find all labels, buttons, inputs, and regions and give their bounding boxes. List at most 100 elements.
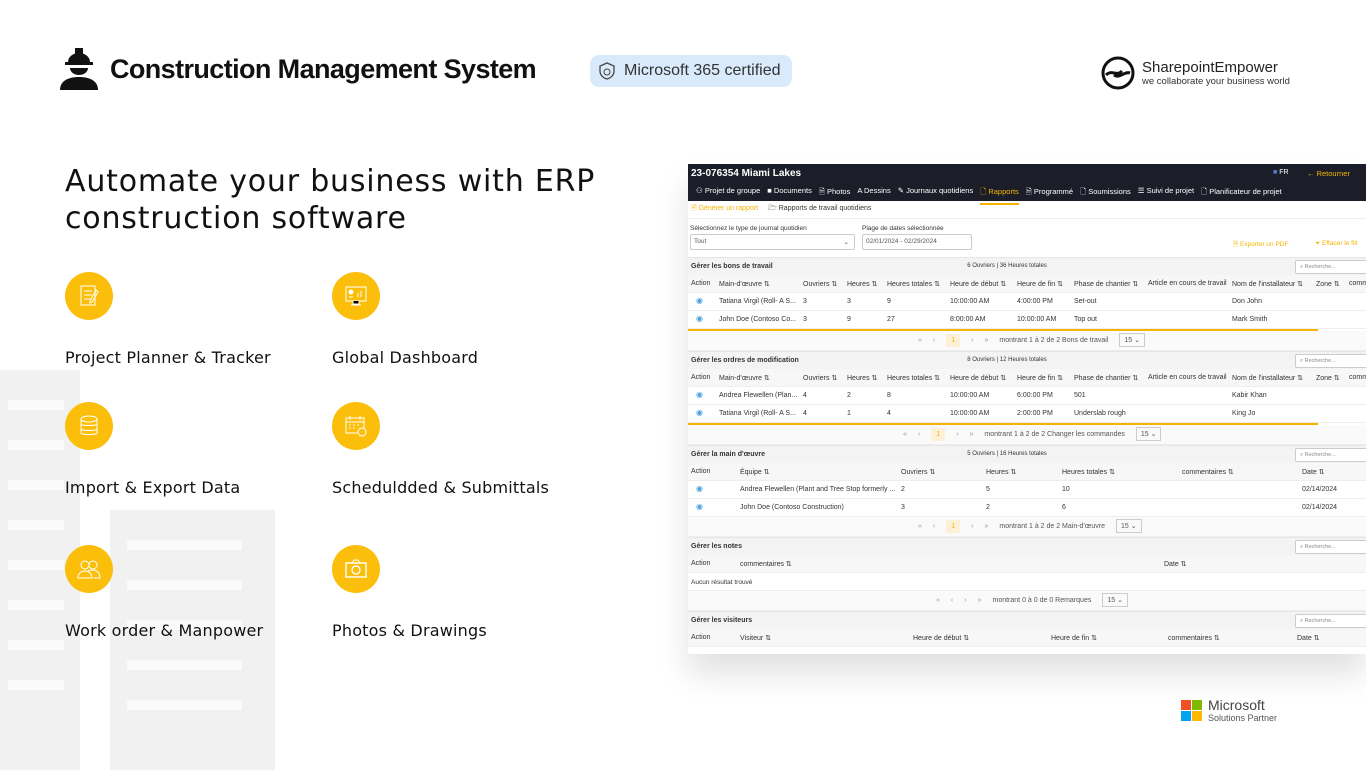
view-eye-icon[interactable]: ◉ [696, 296, 703, 305]
view-eye-icon[interactable]: ◉ [696, 390, 703, 399]
page-size-select[interactable]: 15 ⌄ [1119, 333, 1145, 347]
prev-page-button[interactable]: ‹ [950, 596, 954, 604]
export-pdf-button[interactable]: 🗎 Exporter un PDF [1233, 241, 1289, 248]
column-header[interactable]: Phase de chantier ⇅ [1074, 375, 1139, 382]
view-eye-icon[interactable]: ◉ [696, 314, 703, 323]
column-header[interactable]: Heure de fin ⇅ [1051, 635, 1097, 642]
column-header[interactable]: comm [1349, 280, 1366, 287]
nav-tab[interactable]: 🗎 Photos [819, 186, 850, 205]
column-header[interactable]: Article en cours de travail [1148, 280, 1227, 287]
column-header[interactable]: Date ⇅ [1302, 469, 1325, 476]
nav-tab[interactable]: ■ Documents [767, 186, 812, 205]
logo-name: SharepointEmpower [1142, 59, 1278, 76]
last-page-button[interactable]: » [977, 596, 982, 604]
tab-generate-report[interactable]: 🗎 Générer un rapport [691, 205, 759, 212]
nav-tab[interactable]: A Dessins [857, 186, 890, 205]
back-button[interactable]: ← Retourner [1307, 169, 1350, 178]
last-page-button[interactable]: » [984, 336, 989, 344]
date-range-input[interactable]: 02/01/2024 - 02/29/2024 [862, 234, 972, 250]
nav-tab[interactable]: ☰ Suivi de projet [1138, 186, 1194, 205]
column-header[interactable]: commentaires ⇅ [1168, 635, 1220, 642]
column-header[interactable]: Action [691, 280, 711, 287]
column-header[interactable]: Action [691, 468, 711, 475]
first-page-button[interactable]: « [903, 430, 907, 438]
column-header[interactable]: Zone ⇅ [1316, 375, 1340, 382]
column-header[interactable]: Article en cours de travail [1148, 374, 1227, 381]
next-page-button[interactable]: › [956, 430, 959, 438]
search-input[interactable]: ⌕ Recherche... [1295, 614, 1366, 628]
section-summary: 6 Ouvriers | 36 Heures totales [967, 263, 1047, 269]
column-header[interactable]: Heures totales ⇅ [887, 375, 940, 382]
column-header[interactable]: Nom de l'installateur ⇅ [1232, 281, 1304, 288]
first-page-button[interactable]: « [918, 522, 922, 530]
page-size-select[interactable]: 15 ⌄ [1102, 593, 1128, 607]
search-input[interactable]: ⌕ Recherche... [1295, 260, 1366, 274]
table-cell: Tatiana Virgil (Roll- A S... [719, 298, 796, 305]
column-header[interactable]: Ouvriers ⇅ [901, 469, 936, 476]
column-header[interactable]: commentaires ⇅ [1182, 469, 1234, 476]
first-page-button[interactable]: « [936, 596, 940, 604]
search-input[interactable]: ⌕ Recherche... [1295, 448, 1366, 462]
column-header[interactable]: Heure de fin ⇅ [1017, 281, 1063, 288]
column-header[interactable]: Heures ⇅ [847, 281, 878, 288]
table-row: ◉ Tatiana Virgil (Roll- A S... 4 1 4 10:00:00… [688, 405, 1366, 423]
prev-page-button[interactable]: ‹ [917, 430, 921, 438]
next-page-button[interactable]: › [971, 336, 974, 344]
prev-page-button[interactable]: ‹ [932, 336, 936, 344]
first-page-button[interactable]: « [918, 336, 922, 344]
next-page-button[interactable]: › [964, 596, 967, 604]
column-header[interactable]: Main-d'œuvre ⇅ [719, 281, 770, 288]
nav-tab[interactable]: 🗋 Soumissions [1080, 186, 1131, 205]
column-header[interactable]: Heures totales ⇅ [1062, 469, 1115, 476]
column-header[interactable]: Main-d'œuvre ⇅ [719, 375, 770, 382]
last-page-button[interactable]: » [984, 522, 989, 530]
tab-daily-reports[interactable]: 🗁 Rapports de travail quotidiens [768, 205, 872, 212]
page-size-select[interactable]: 15 ⌄ [1116, 519, 1142, 533]
column-header[interactable]: Heure de fin ⇅ [1017, 375, 1063, 382]
last-page-button[interactable]: » [969, 430, 974, 438]
view-eye-icon[interactable]: ◉ [696, 408, 703, 417]
page-number-button[interactable]: 1 [946, 519, 961, 533]
column-header[interactable]: comm [1349, 374, 1366, 381]
nav-tab[interactable]: ✎ Journaux quotidiens [898, 186, 974, 205]
horizontal-scrollbar[interactable] [688, 329, 1318, 331]
nav-tab[interactable]: 🗋 Planificateur de projet [1201, 186, 1282, 205]
page-size-select[interactable]: 15 ⌄ [1135, 427, 1162, 441]
column-header[interactable]: Heures totales ⇅ [887, 281, 940, 288]
column-header[interactable]: Heure de début ⇅ [950, 375, 1007, 382]
column-header[interactable]: Action [691, 560, 711, 567]
page-number-button[interactable]: 1 [931, 427, 946, 441]
prev-page-button[interactable]: ‹ [932, 522, 936, 530]
journal-type-select[interactable]: Tout ⌄ [690, 234, 855, 250]
feature-label: Photos & Drawings [332, 621, 487, 640]
column-header[interactable]: Nom de l'installateur ⇅ [1232, 375, 1304, 382]
column-header[interactable]: commentaires ⇅ [740, 561, 792, 568]
column-header[interactable]: Heure de début ⇅ [950, 281, 1007, 288]
column-header[interactable]: Date ⇅ [1297, 635, 1320, 642]
horizontal-scrollbar[interactable] [688, 423, 1318, 425]
language-selector[interactable]: ■ FR [1273, 169, 1289, 176]
search-input[interactable]: ⌕ Recherche... [1295, 354, 1366, 368]
nav-tab[interactable]: 🗋 Rapports [980, 186, 1019, 205]
column-header[interactable]: Heures ⇅ [847, 375, 878, 382]
column-header[interactable]: Ouvriers ⇅ [803, 281, 838, 288]
column-header[interactable]: Phase de chantier ⇅ [1074, 281, 1139, 288]
search-input[interactable]: ⌕ Recherche... [1295, 540, 1366, 554]
nav-tab[interactable]: ⚇ Projet de groupe [696, 186, 760, 205]
column-header[interactable]: Zone ⇅ [1316, 281, 1340, 288]
column-header[interactable]: Heures ⇅ [986, 469, 1017, 476]
column-header[interactable]: Visiteur ⇅ [740, 635, 772, 642]
next-page-button[interactable]: › [971, 522, 974, 530]
column-header[interactable]: Heure de début ⇅ [913, 635, 970, 642]
table-cell: Don John [1232, 298, 1262, 305]
page-number-button[interactable]: 1 [946, 333, 961, 347]
column-header[interactable]: Action [691, 374, 711, 381]
column-header[interactable]: Action [691, 634, 711, 641]
column-header[interactable]: Équipe ⇅ [740, 469, 770, 476]
column-header[interactable]: Date ⇅ [1164, 561, 1187, 568]
nav-tab[interactable]: 🗎 Programmé [1026, 186, 1073, 205]
column-header[interactable]: Ouvriers ⇅ [803, 375, 838, 382]
view-eye-icon[interactable]: ◉ [696, 502, 703, 511]
clear-filter-button[interactable]: ⏷ Effacer le filt [1315, 240, 1358, 247]
view-eye-icon[interactable]: ◉ [696, 484, 703, 493]
